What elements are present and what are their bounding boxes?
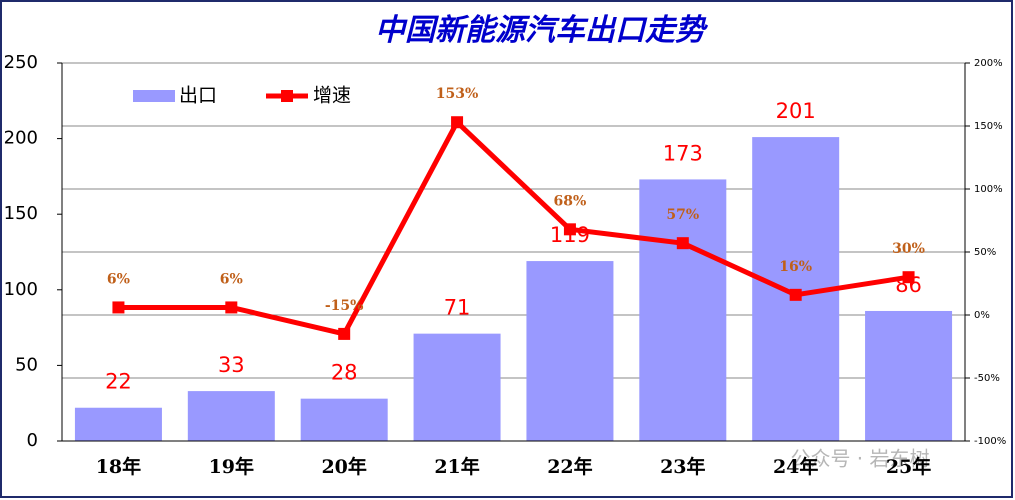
bar-value-label: 173	[663, 141, 703, 165]
line-value-label: 68%	[554, 193, 587, 209]
line-marker	[789, 288, 802, 301]
watermark: 公众号 · 岩东树	[790, 447, 929, 471]
x-tick-label: 24年	[773, 455, 818, 478]
line-value-label: 30%	[892, 241, 925, 257]
y2-tick-label: 200%	[974, 58, 1003, 69]
y2-tick-label: 50%	[974, 247, 996, 258]
y2-tick-label: 100%	[974, 184, 1003, 195]
y-tick-label: 100	[4, 279, 38, 300]
x-tick-label: 22年	[547, 455, 592, 478]
bar	[74, 407, 162, 441]
line-value-label: 6%	[107, 271, 130, 287]
y2-tick-label: 150%	[974, 121, 1003, 132]
bar	[413, 333, 501, 441]
y-tick-label: 50	[15, 354, 38, 375]
bar-value-label: 28	[331, 361, 358, 385]
bar-value-label: 33	[218, 353, 245, 377]
legend-label: 增速	[313, 85, 351, 107]
x-tick-label: 25年	[886, 455, 931, 478]
bar	[639, 179, 727, 441]
x-tick-label: 19年	[209, 455, 254, 478]
line-value-label: -15%	[325, 298, 364, 314]
line-marker	[338, 327, 351, 340]
bar	[865, 310, 953, 441]
bar	[187, 391, 275, 441]
marks	[74, 116, 953, 441]
line-marker	[225, 301, 238, 314]
y2-tick-label: -100%	[974, 436, 1006, 447]
x-tick-label: 18年	[96, 455, 141, 478]
legend-marker	[281, 90, 293, 102]
x-tick-label: 20年	[321, 455, 366, 478]
line-marker	[112, 301, 125, 314]
line-marker	[902, 271, 915, 284]
bar-value-label: 71	[444, 296, 471, 320]
x-tick-label: 21年	[434, 455, 479, 478]
y2-tick-label: -50%	[974, 373, 1000, 384]
y2-tick-label: 0%	[974, 310, 990, 321]
line-marker	[451, 116, 464, 129]
bar-value-label: 201	[776, 99, 816, 123]
bar-value-label: 86	[895, 273, 922, 297]
x-tick-label: 23年	[660, 455, 705, 478]
legend-label: 出口	[179, 85, 217, 107]
chart-title: 中国新能源汽车出口走势	[375, 13, 709, 48]
bar	[300, 398, 388, 441]
line-value-label: 153%	[436, 86, 479, 102]
line-value-label: 6%	[220, 271, 243, 287]
bar-value-label: 22	[105, 370, 132, 394]
line	[118, 119, 909, 337]
legend-swatch	[133, 90, 175, 102]
line-value-label: 57%	[666, 207, 699, 223]
line-value-label: 16%	[779, 259, 812, 275]
bar-value-label: 119	[550, 223, 590, 247]
line-marker	[563, 223, 576, 236]
y-tick-label: 250	[4, 52, 38, 73]
line-marker	[676, 237, 689, 250]
y-tick-label: 200	[4, 128, 38, 149]
bar	[526, 261, 614, 441]
y-tick-label: 0	[27, 430, 38, 451]
y-tick-label: 150	[4, 203, 38, 224]
